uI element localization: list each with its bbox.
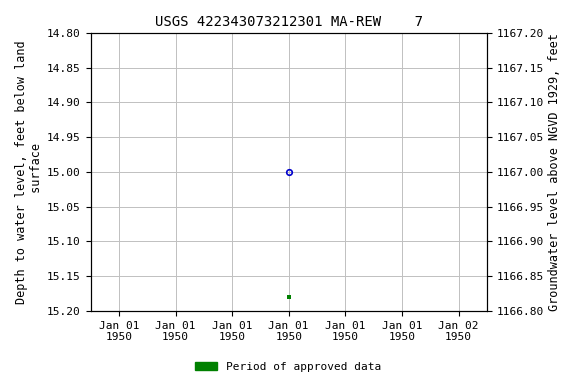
Y-axis label: Depth to water level, feet below land
 surface: Depth to water level, feet below land su… — [15, 40, 43, 304]
Title: USGS 422343073212301 MA-REW    7: USGS 422343073212301 MA-REW 7 — [155, 15, 423, 29]
Y-axis label: Groundwater level above NGVD 1929, feet: Groundwater level above NGVD 1929, feet — [548, 33, 561, 311]
Legend: Period of approved data: Period of approved data — [191, 358, 385, 377]
